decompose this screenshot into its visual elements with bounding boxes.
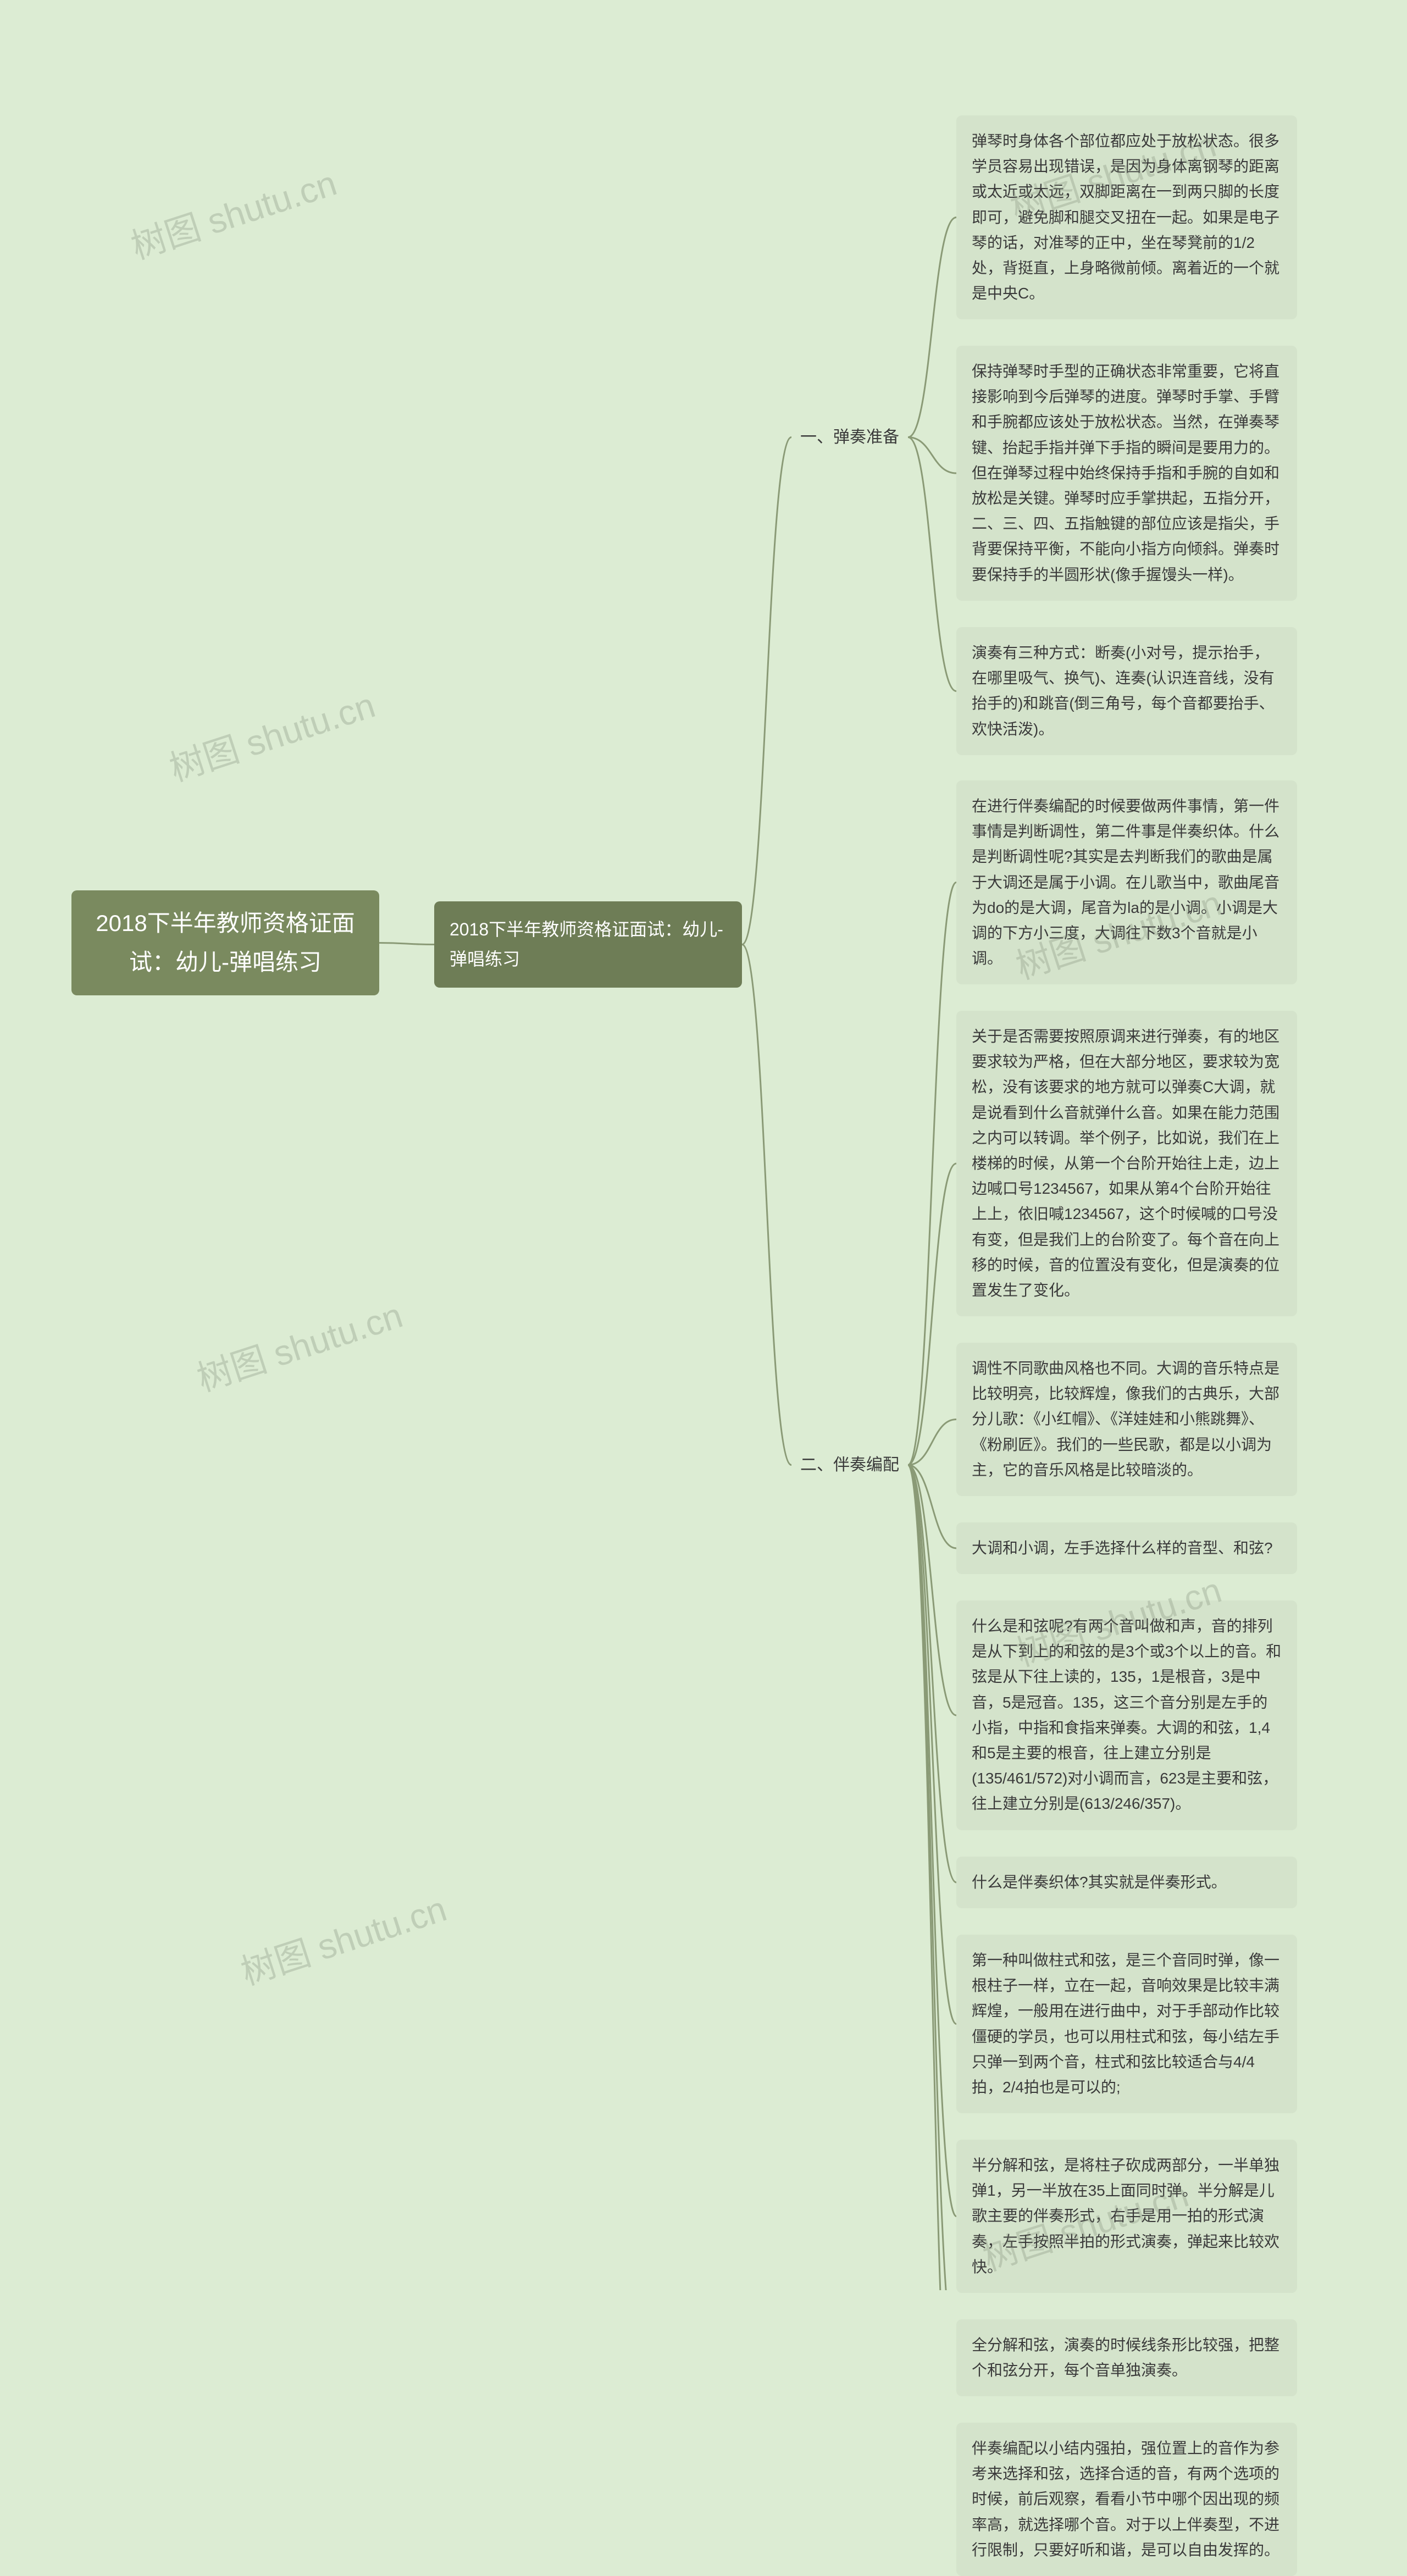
leaf-node: 弹琴时身体各个部位都应处于放松状态。很多学员容易出现错误，是因为身体离钢琴的距离… <box>956 115 1297 319</box>
connector <box>908 218 956 437</box>
root-node: 2018下半年教师资格证面试：幼儿-弹唱练习 <box>71 890 379 995</box>
connector <box>908 1465 956 2024</box>
connector <box>908 1164 956 1465</box>
watermark: 树图 shutu.cn <box>162 677 380 791</box>
connector <box>908 1465 956 2217</box>
connector <box>908 1465 956 2291</box>
leaf-node: 保持弹琴时手型的正确状态非常重要，它将直接影响到今后弹琴的进度。弹琴时手掌、手臂… <box>956 346 1297 601</box>
mindmap-canvas: 2018下半年教师资格证面试：幼儿-弹唱练习 2018下半年教师资格证面试：幼儿… <box>0 0 1407 2290</box>
connector <box>379 943 434 945</box>
leaf-node: 关于是否需要按照原调来进行弹奏，有的地区要求较为严格，但在大部分地区，要求较为宽… <box>956 1011 1297 1316</box>
leaf-node: 全分解和弦，演奏的时候线条形比较强，把整个和弦分开，每个音单独演奏。 <box>956 2319 1297 2396</box>
leaf-node: 调性不同歌曲风格也不同。大调的音乐特点是比较明亮，比较辉煌，像我们的古典乐，大部… <box>956 1343 1297 1496</box>
level1-label: 2018下半年教师资格证面试：幼儿-弹唱练习 <box>450 919 723 969</box>
leaf-node: 什么是伴奏织体?其实就是伴奏形式。 <box>956 1857 1297 1908</box>
branch-label: 二、伴奏编配 <box>800 1456 899 1474</box>
leaf-node: 什么是和弦呢?有两个音叫做和声，音的排列是从下到上的和弦的是3个或3个以上的音。… <box>956 1600 1297 1830</box>
connector <box>908 437 956 691</box>
watermark: 树图 shutu.cn <box>124 155 342 269</box>
leaf-node: 第一种叫做柱式和弦，是三个音同时弹，像一根柱子一样，立在一起，音响效果是比较丰满… <box>956 1935 1297 2113</box>
leaf-node: 大调和小调，左手选择什么样的音型、和弦? <box>956 1522 1297 1574</box>
connector <box>742 945 791 1465</box>
leaf-node: 在进行伴奏编配的时候要做两件事情，第一件事情是判断调性，第二件事是伴奏织体。什么… <box>956 780 1297 984</box>
leaf-node: 半分解和弦，是将柱子砍成两部分，一半单独弹1，另一半放在35上面同时弹。半分解是… <box>956 2140 1297 2293</box>
watermark: 树图 shutu.cn <box>190 1287 408 1401</box>
level1-node: 2018下半年教师资格证面试：幼儿-弹唱练习 <box>434 901 742 988</box>
connector <box>908 1465 956 1716</box>
branch-node-1: 一、弹奏准备 <box>791 418 908 457</box>
connector <box>908 1465 956 1549</box>
leaf-node: 伴奏编配以小结内强拍，强位置上的音作为参考来选择和弦，选择合适的音，有两个选项的… <box>956 2423 1297 2576</box>
watermark: 树图 shutu.cn <box>234 1881 452 1995</box>
connector <box>742 437 791 945</box>
connector <box>908 1465 956 1883</box>
connector <box>908 1465 956 2291</box>
leaf-node: 演奏有三种方式：断奏(小对号，提示抬手，在哪里吸气、换气)、连奏(认识连音线，没… <box>956 627 1297 755</box>
root-label: 2018下半年教师资格证面试：幼儿-弹唱练习 <box>96 910 354 975</box>
connector <box>908 1420 956 1465</box>
branch-node-2: 二、伴奏编配 <box>791 1445 908 1484</box>
branch-label: 一、弹奏准备 <box>800 428 899 446</box>
connector <box>908 883 956 1465</box>
connector <box>908 437 956 474</box>
